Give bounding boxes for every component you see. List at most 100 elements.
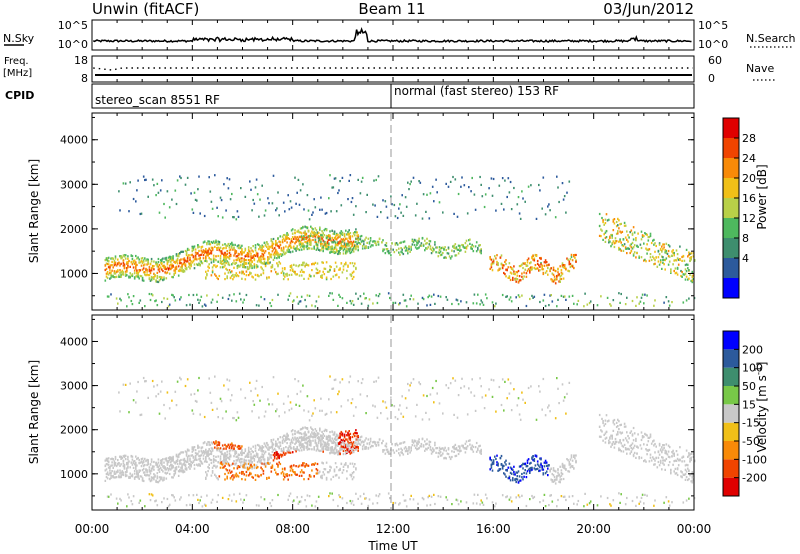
velocity-cell — [306, 442, 309, 445]
velocity-cell — [329, 492, 331, 495]
power-cell — [566, 191, 568, 194]
power-cell — [602, 219, 604, 222]
power-cell — [238, 247, 241, 250]
power-cell — [337, 244, 339, 247]
power-cell — [214, 273, 216, 276]
power-cell — [402, 293, 405, 296]
velocity-cell — [332, 498, 335, 502]
power-cell — [168, 258, 171, 261]
power-cell — [120, 262, 122, 265]
velocity-cell — [326, 446, 329, 449]
power-cell — [565, 298, 567, 301]
power-cell — [314, 234, 317, 237]
power-cell — [153, 272, 155, 275]
power-cell — [287, 246, 289, 249]
velocity-cell — [340, 430, 343, 434]
velocity-cell — [399, 404, 401, 407]
power-cell — [174, 189, 177, 192]
power-cell — [287, 233, 289, 236]
velocity-cell — [268, 446, 270, 449]
power-cell — [330, 277, 332, 281]
power-cell — [157, 280, 160, 284]
velocity-cell — [126, 467, 128, 470]
velocity-cell — [319, 438, 321, 441]
power-cell — [354, 241, 356, 244]
power-cell — [161, 260, 163, 263]
power-cell — [390, 195, 392, 198]
power-cell — [303, 231, 305, 234]
velocity-cell — [118, 474, 120, 477]
velocity-cell — [408, 389, 410, 392]
power-cell — [136, 263, 138, 267]
power-cell — [311, 269, 313, 272]
velocity-cell — [385, 406, 388, 409]
velocity-cell — [402, 453, 405, 456]
velocity-cell — [146, 463, 148, 467]
velocity-cell — [339, 436, 341, 439]
power-cell — [446, 298, 449, 301]
velocity-cell — [402, 415, 405, 418]
power-cell — [105, 267, 108, 271]
velocity-cell — [130, 455, 133, 458]
power-cell — [249, 259, 251, 262]
power-cell — [640, 256, 643, 259]
power-cell — [321, 230, 323, 233]
power-cell — [285, 237, 287, 240]
power-cell — [221, 259, 224, 262]
power-cell — [285, 251, 287, 254]
velocity-cell — [339, 432, 341, 435]
power-cell — [688, 251, 690, 254]
power-cell — [687, 263, 689, 266]
velocity-cell — [190, 454, 192, 457]
power-cell — [668, 260, 671, 263]
velocity-cell — [294, 448, 296, 451]
velocity-cell — [311, 431, 313, 434]
velocity-cell — [351, 449, 354, 452]
velocity-cell — [268, 476, 270, 479]
velocity-cell — [244, 455, 247, 458]
power-cell — [346, 242, 348, 245]
power-cell — [331, 250, 333, 253]
velocity-cell — [304, 431, 306, 434]
power-cell — [459, 244, 461, 247]
power-cell — [293, 270, 295, 273]
velocity-cell — [290, 440, 293, 443]
power-cell — [249, 266, 251, 269]
power-cell — [643, 259, 645, 262]
power-cell — [124, 182, 127, 185]
power-cell — [306, 227, 309, 230]
power-cell — [349, 299, 352, 303]
power-cell — [181, 269, 183, 272]
velocity-cell — [252, 400, 254, 403]
velocity-cell — [161, 380, 163, 383]
velocity-cell — [119, 464, 121, 467]
velocity-cell — [233, 460, 235, 463]
velocity-cell — [305, 434, 308, 437]
power-cell — [434, 241, 436, 244]
power-cell — [665, 251, 668, 254]
power-cell — [109, 269, 111, 272]
velocity-cell — [246, 454, 249, 457]
velocity-cell — [340, 443, 343, 446]
power-cell — [189, 267, 191, 270]
power-cell — [128, 210, 130, 213]
power-cell — [209, 252, 212, 255]
velocity-cell — [254, 447, 257, 450]
power-cell — [277, 263, 279, 266]
power-cell — [428, 217, 431, 220]
power-cell — [677, 263, 680, 266]
velocity-cell — [184, 467, 187, 471]
power-cell — [306, 245, 309, 248]
velocity-cell — [200, 461, 203, 464]
velocity-cell — [227, 443, 230, 446]
velocity-cell — [407, 382, 409, 386]
power-cell — [132, 259, 135, 263]
power-cell — [233, 246, 235, 249]
velocity-cell — [121, 473, 124, 476]
power-cell — [363, 292, 365, 295]
power-cell — [247, 246, 250, 249]
velocity-cell — [307, 410, 310, 413]
velocity-cell — [111, 475, 113, 478]
power-cell — [231, 245, 233, 248]
velocity-cell — [211, 447, 214, 450]
